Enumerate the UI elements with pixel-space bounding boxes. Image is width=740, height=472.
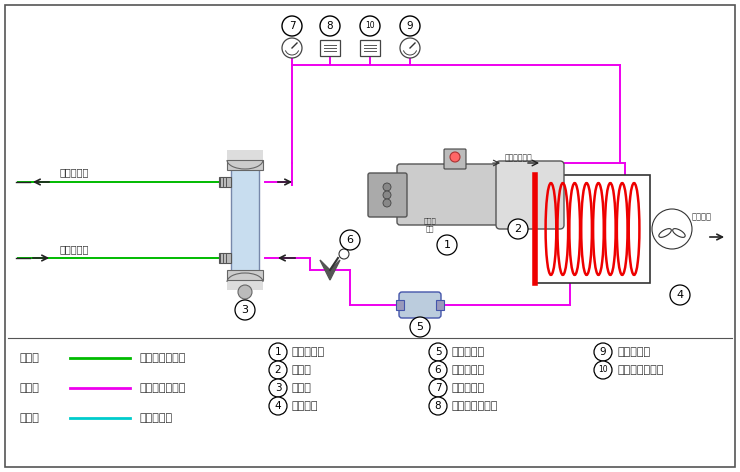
Circle shape (383, 183, 391, 191)
Circle shape (594, 361, 612, 379)
Bar (231, 168, 259, 272)
Text: 螺杆压缩机: 螺杆压缩机 (292, 347, 325, 357)
Text: 6: 6 (346, 235, 354, 245)
Circle shape (238, 285, 252, 299)
Text: 9: 9 (599, 347, 606, 357)
Circle shape (594, 343, 612, 361)
Circle shape (437, 235, 457, 255)
FancyBboxPatch shape (444, 149, 466, 169)
Text: 低压压力表: 低压压力表 (452, 383, 485, 393)
Text: 干燥过滤器: 干燥过滤器 (452, 347, 485, 357)
Circle shape (429, 379, 447, 397)
Text: 1: 1 (275, 347, 281, 357)
Text: 载冷剂循环回路: 载冷剂循环回路 (140, 353, 186, 363)
Text: 高压腔气液阀: 高压腔气液阀 (505, 153, 533, 162)
Text: 2: 2 (275, 365, 281, 375)
Text: 3: 3 (275, 383, 281, 393)
Bar (219, 177, 231, 187)
Circle shape (320, 16, 340, 36)
Text: 载冷剂出口: 载冷剂出口 (60, 167, 90, 177)
Text: 2: 2 (514, 224, 522, 234)
Circle shape (339, 249, 349, 259)
Text: 5: 5 (434, 347, 441, 357)
Circle shape (383, 199, 391, 207)
Text: 供液膨胀阀: 供液膨胀阀 (452, 365, 485, 375)
Bar (535, 175, 650, 283)
Text: 9: 9 (407, 21, 414, 31)
Circle shape (282, 38, 302, 58)
Bar (227, 270, 263, 280)
Text: 绿色线: 绿色线 (20, 353, 40, 363)
Circle shape (360, 16, 380, 36)
Text: 风冷流向: 风冷流向 (692, 212, 712, 221)
Circle shape (670, 285, 690, 305)
Circle shape (400, 16, 420, 36)
Circle shape (400, 38, 420, 58)
Text: 10: 10 (598, 365, 608, 374)
Text: 5: 5 (417, 322, 423, 332)
Text: 冷却风扇: 冷却风扇 (292, 401, 318, 411)
FancyBboxPatch shape (368, 173, 407, 217)
Text: 3: 3 (241, 305, 249, 315)
Text: 低压压力控制器: 低压压力控制器 (452, 401, 498, 411)
Circle shape (269, 379, 287, 397)
Bar (227, 160, 263, 170)
Text: 1: 1 (443, 240, 451, 250)
Text: 6: 6 (434, 365, 441, 375)
Circle shape (429, 343, 447, 361)
Text: 低压腔
气液: 低压腔 气液 (423, 218, 437, 232)
Circle shape (410, 317, 430, 337)
Circle shape (383, 191, 391, 199)
Polygon shape (320, 260, 340, 280)
Text: 7: 7 (289, 21, 295, 31)
Circle shape (235, 300, 255, 320)
Circle shape (282, 16, 302, 36)
Circle shape (340, 230, 360, 250)
Circle shape (652, 209, 692, 249)
Circle shape (269, 361, 287, 379)
Circle shape (429, 361, 447, 379)
Text: 蓝色线: 蓝色线 (20, 413, 40, 423)
Circle shape (429, 397, 447, 415)
Text: 4: 4 (275, 401, 281, 411)
Text: 制冷剂循环回路: 制冷剂循环回路 (140, 383, 186, 393)
Text: 8: 8 (326, 21, 333, 31)
Bar (227, 280, 263, 290)
Text: 红色线: 红色线 (20, 383, 40, 393)
Bar (436, 300, 444, 310)
Text: 载冷剂流入: 载冷剂流入 (60, 244, 90, 254)
Bar (227, 150, 263, 161)
Text: 水循环回路: 水循环回路 (140, 413, 173, 423)
Bar (360, 40, 380, 56)
Text: 8: 8 (434, 401, 441, 411)
Text: 高压压力控制器: 高压压力控制器 (617, 365, 663, 375)
Text: 高压压力表: 高压压力表 (617, 347, 650, 357)
Text: 冷凝器: 冷凝器 (292, 365, 312, 375)
Circle shape (450, 152, 460, 162)
Text: 蒸发器: 蒸发器 (292, 383, 312, 393)
Text: 10: 10 (365, 22, 375, 31)
Circle shape (269, 343, 287, 361)
Bar (396, 300, 404, 310)
Text: 4: 4 (676, 290, 684, 300)
Circle shape (269, 397, 287, 415)
Bar (320, 40, 340, 56)
Circle shape (508, 219, 528, 239)
Bar (219, 253, 231, 263)
FancyBboxPatch shape (397, 164, 503, 225)
FancyBboxPatch shape (399, 292, 441, 318)
Text: 7: 7 (434, 383, 441, 393)
FancyBboxPatch shape (496, 161, 564, 229)
